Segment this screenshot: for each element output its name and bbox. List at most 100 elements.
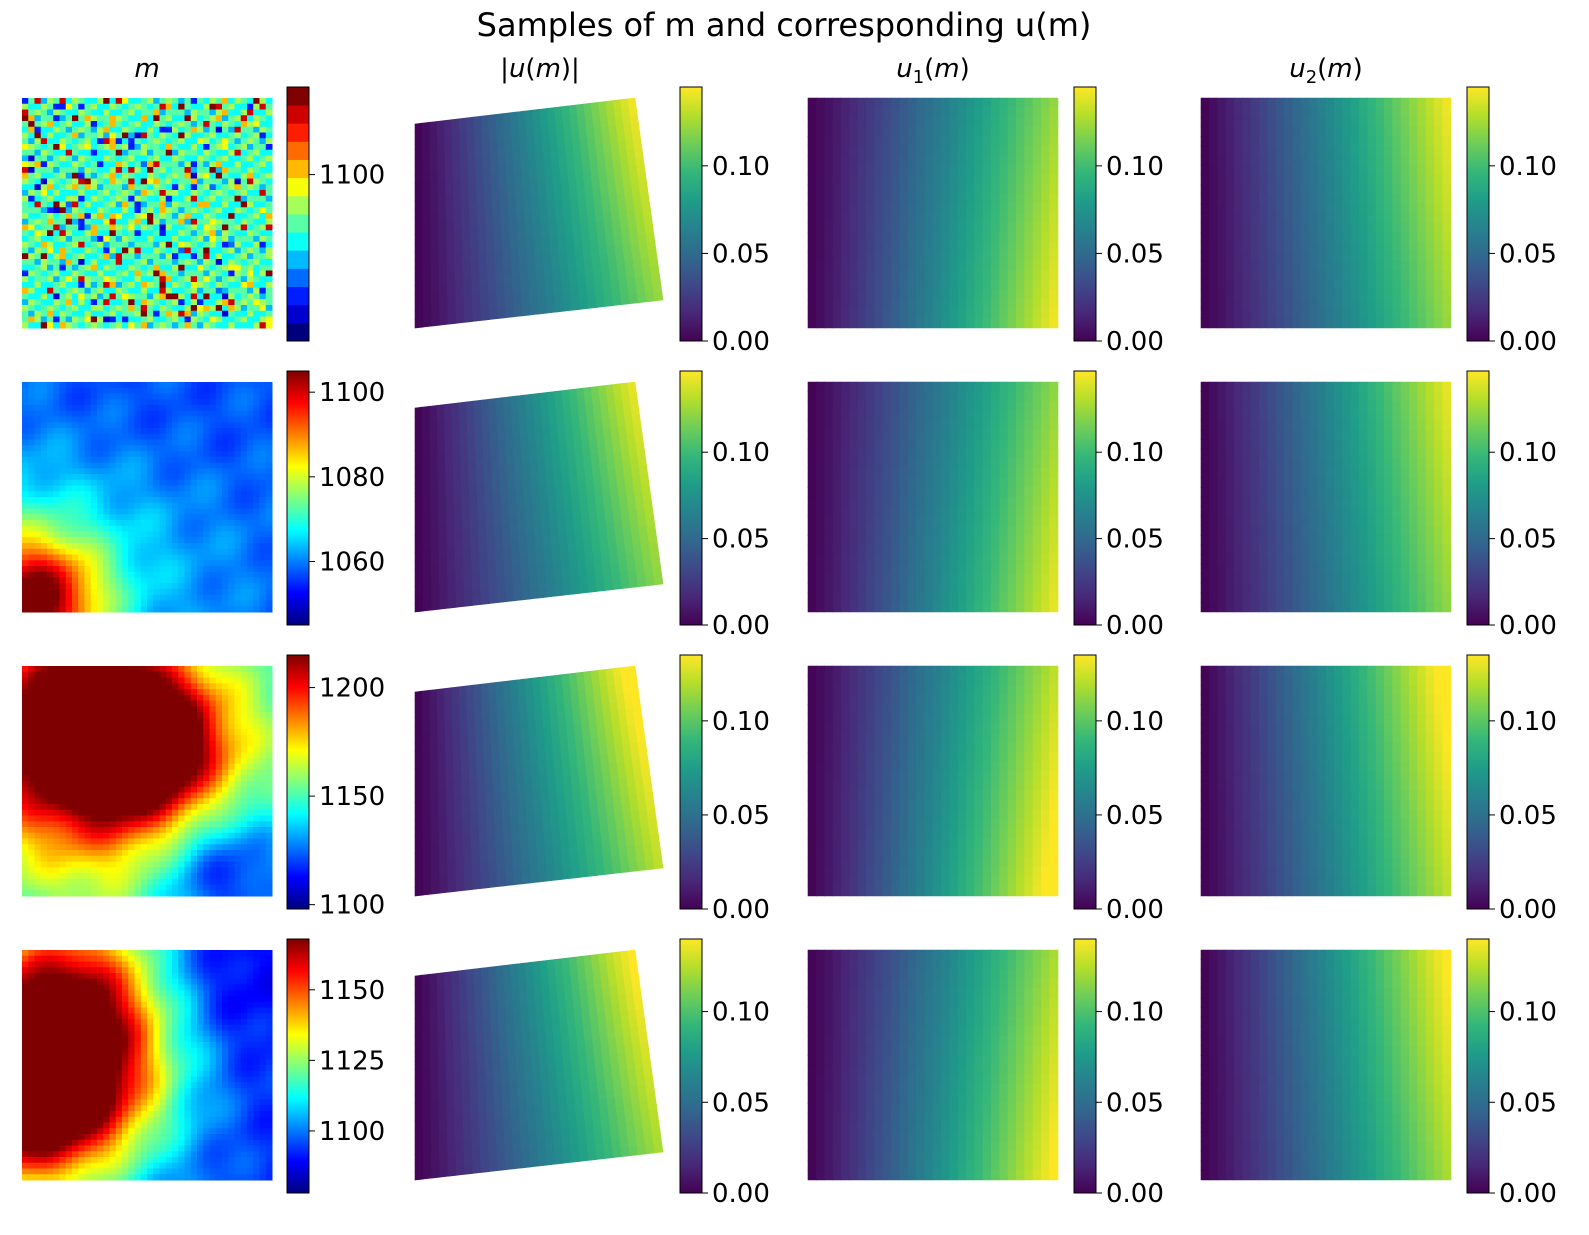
m-cell xyxy=(22,98,29,105)
m-cell xyxy=(253,253,260,260)
m-cell xyxy=(159,606,167,613)
u-cell xyxy=(621,166,631,177)
m-cell xyxy=(97,566,104,573)
m-cell xyxy=(134,282,142,289)
m-cell xyxy=(197,468,204,475)
m-cell xyxy=(265,103,273,110)
u-cell xyxy=(643,283,654,294)
m-cell xyxy=(97,155,104,162)
u-cell xyxy=(1259,231,1268,243)
u-cell xyxy=(590,101,600,112)
u-cell xyxy=(1267,222,1277,233)
m-cell xyxy=(172,387,179,394)
m-cell xyxy=(153,497,160,504)
u-cell xyxy=(1342,318,1352,329)
u-cell xyxy=(513,170,523,181)
m-cell xyxy=(22,560,29,567)
u-cell xyxy=(949,212,959,223)
u-cell xyxy=(941,203,950,214)
m-cell xyxy=(72,537,79,544)
m-cell xyxy=(134,428,142,435)
m-cell xyxy=(34,451,42,458)
colorbar-segment xyxy=(287,304,309,324)
u-cell xyxy=(1250,298,1260,310)
u-cell xyxy=(1334,126,1343,137)
m-cell xyxy=(228,207,235,214)
u-cell xyxy=(453,203,462,214)
m-cell xyxy=(78,305,85,312)
u-cell xyxy=(1434,193,1443,204)
u-cell xyxy=(1259,97,1268,108)
u-cell xyxy=(1049,97,1059,108)
u-cell xyxy=(1267,164,1277,175)
m-cell xyxy=(222,109,229,116)
m-cell xyxy=(47,132,54,139)
u-cell xyxy=(874,318,884,329)
m-cell xyxy=(65,520,73,527)
u-cell xyxy=(1442,241,1452,252)
u-cell xyxy=(504,137,513,148)
m-cell xyxy=(65,310,73,317)
u-cell xyxy=(949,145,959,156)
u-cell xyxy=(1434,107,1443,118)
m-cell xyxy=(190,241,198,248)
m-cell xyxy=(90,201,98,208)
u-cell xyxy=(874,183,884,195)
m-cell xyxy=(40,554,48,561)
u-cell xyxy=(503,274,513,285)
m-cell xyxy=(165,287,173,294)
u-cell xyxy=(517,119,527,130)
m-cell xyxy=(128,322,135,329)
m-cell xyxy=(22,531,29,538)
u-cell xyxy=(1359,136,1368,147)
m-cell xyxy=(253,282,260,289)
u-cell xyxy=(849,241,859,252)
u-cell xyxy=(1309,193,1318,204)
m-cell xyxy=(184,259,192,266)
m-cell xyxy=(184,571,192,578)
u-cell xyxy=(849,145,859,156)
m-cell xyxy=(247,230,254,237)
u-cell xyxy=(1300,279,1310,290)
m-cell xyxy=(84,577,92,584)
u-cell xyxy=(966,270,975,281)
u-cell xyxy=(874,251,884,262)
m-cell xyxy=(203,109,210,116)
m-cell xyxy=(90,456,98,463)
m-cell xyxy=(128,485,135,492)
m-cell xyxy=(40,560,48,567)
u-cell xyxy=(503,282,514,293)
m-cell xyxy=(247,322,254,329)
u-cell xyxy=(1350,231,1360,243)
m-cell xyxy=(40,138,48,145)
u-cell xyxy=(807,308,817,319)
m-cell xyxy=(28,594,35,601)
u-cell xyxy=(916,318,925,329)
m-cell xyxy=(109,456,117,463)
u-cell xyxy=(874,279,884,290)
u-cell xyxy=(479,276,489,287)
u-cell xyxy=(832,251,842,262)
m-cell xyxy=(134,548,142,555)
m-cell xyxy=(115,491,123,498)
u-cell xyxy=(524,109,534,120)
m-cell xyxy=(115,322,123,329)
m-cell xyxy=(184,468,192,475)
m-cell xyxy=(134,583,142,590)
u-cell xyxy=(554,106,563,117)
m-cell xyxy=(165,410,173,417)
m-cell xyxy=(84,606,92,613)
m-cell xyxy=(209,172,217,179)
u-cell xyxy=(966,308,975,319)
m-cell xyxy=(115,560,123,567)
u-cell xyxy=(1225,183,1235,195)
u-cell xyxy=(1209,289,1218,300)
m-cell xyxy=(128,184,135,191)
u-cell xyxy=(1234,270,1243,281)
u-cell xyxy=(1234,222,1243,233)
u-cell xyxy=(625,140,635,151)
m-cell xyxy=(40,253,48,260)
u-cell xyxy=(816,318,825,329)
m-cell xyxy=(103,322,110,329)
u-cell xyxy=(471,286,481,297)
